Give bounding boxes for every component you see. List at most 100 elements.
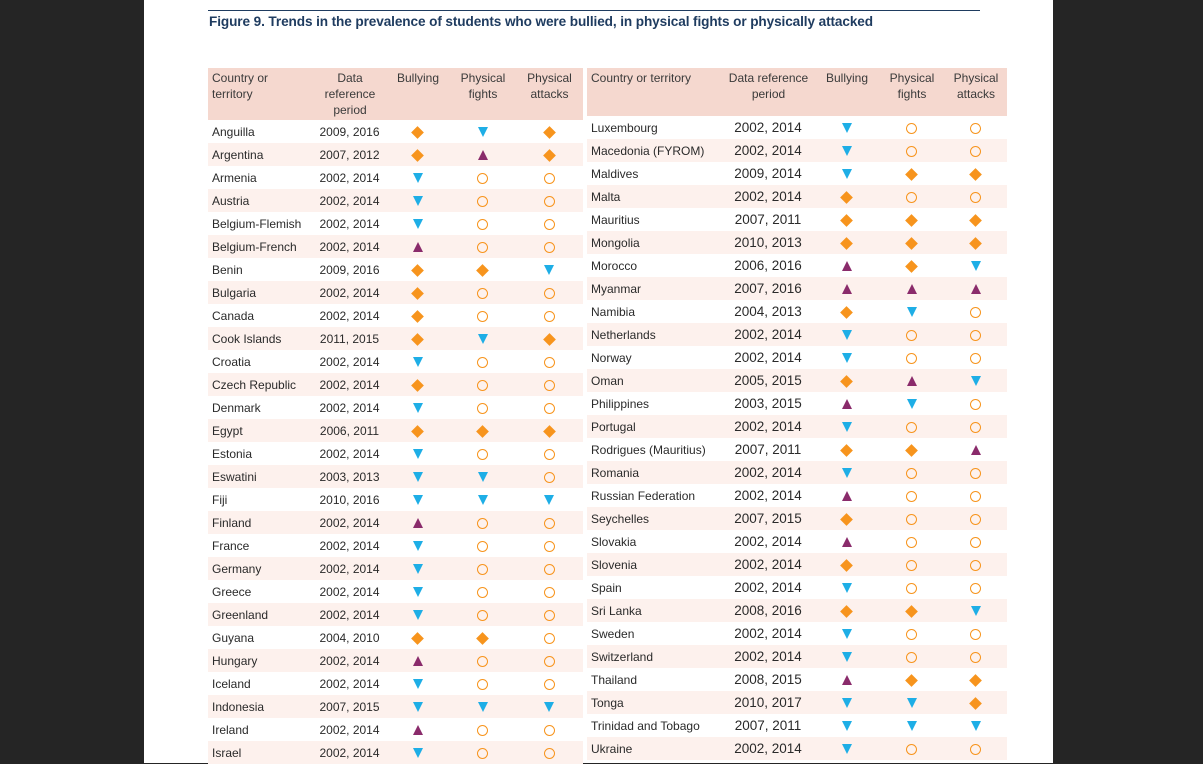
bullying-cell [814,162,879,185]
attacks-cell [515,672,583,695]
fights-cell [879,300,944,323]
table-row: Spain 2002, 2014 [587,576,1007,599]
table-row: Macedonia (FYROM) 2002, 2014 [587,139,1007,162]
orange-open-circle-icon [477,402,488,414]
table-row: Switzerland 2002, 2014 [587,645,1007,668]
header-fights: Physical fights [879,68,944,116]
fights-cell [879,461,944,484]
period-cell: 2007, 2011 [734,212,802,227]
fights-cell [879,438,944,461]
bullying-cell [385,626,450,649]
orange-open-circle-icon [970,743,981,755]
country-cell: Morocco [591,258,638,273]
blue-down-triangle-icon [412,495,423,506]
fights-cell [450,212,515,235]
fights-cell [450,718,515,741]
orange-diamond-icon [542,148,556,162]
bullying-cell [814,645,879,668]
table-row: Estonia 2002, 2014 [208,442,583,465]
table-row: Egypt 2006, 2011 [208,419,583,442]
table-row: Greece 2002, 2014 [208,580,583,603]
attacks-cell [944,323,1007,346]
bullying-cell [814,576,879,599]
period-cell: 2002, 2014 [734,350,802,365]
period-cell: 2004, 2013 [734,304,802,319]
orange-open-circle-icon [543,195,555,207]
attacks-cell [515,557,583,580]
attacks-cell [515,649,583,672]
orange-diamond-icon [905,673,918,687]
table-row: Canada 2002, 2014 [208,304,583,327]
bullying-cell [385,442,450,465]
country-cell: Rodrigues (Mauritius) [591,442,706,457]
attacks-cell [944,231,1007,254]
bullying-cell [814,507,879,530]
bullying-cell [385,350,450,373]
fights-cell [450,442,515,465]
orange-open-circle-icon [543,287,555,299]
table-row: Bulgaria 2002, 2014 [208,281,583,304]
fights-cell [879,415,944,438]
figure-title: Figure 9. Trends in the prevalence of st… [209,14,873,29]
orange-diamond-icon [840,213,853,227]
period-cell: 2002, 2014 [722,185,814,208]
bullying-cell [385,741,450,764]
fights-cell [879,737,944,760]
period-cell: 2002, 2014 [722,139,814,162]
trends-table-left: Country or territory Data reference peri… [208,68,583,764]
attacks-cell [944,162,1007,185]
header-attacks: Physical attacks [515,68,583,120]
attacks-cell [944,277,1007,300]
attacks-cell [515,741,583,764]
blue-down-triangle-icon [412,679,423,690]
header-attacks: Physical attacks [944,68,1007,116]
orange-diamond-icon [476,631,489,645]
attacks-cell [944,300,1007,323]
fights-cell [450,419,515,442]
bullying-cell [814,484,879,507]
period-cell: 2007, 2015 [722,507,814,530]
period-cell: 2010, 2016 [319,492,380,507]
orange-open-circle-icon [906,582,917,594]
orange-open-circle-icon [543,632,555,644]
bullying-cell [385,212,450,235]
orange-open-circle-icon [906,467,917,479]
period-cell: 2007, 2015 [314,695,385,718]
bullying-cell [814,323,879,346]
purple-up-triangle-icon [970,284,981,295]
attacks-cell [515,580,583,603]
period-cell: 2002, 2014 [319,584,380,599]
orange-open-circle-icon [477,586,488,598]
country-cell: Indonesia [208,695,314,718]
country-cell: Russian Federation [591,488,696,503]
bullying-cell [385,603,450,626]
attacks-cell [515,534,583,557]
bullying-cell [385,189,450,212]
country-cell: Argentina [208,143,314,166]
attacks-cell [944,139,1007,162]
country-cell: Oman [587,369,722,392]
blue-down-triangle-icon [412,173,423,184]
attacks-cell [515,695,583,718]
table-row: Cook Islands 2011, 2015 [208,327,583,350]
orange-open-circle-icon [477,540,488,552]
orange-open-circle-icon [906,513,917,525]
period-cell: 2002, 2014 [314,235,385,258]
blue-down-triangle-icon [841,330,852,341]
period-cell: 2002, 2014 [734,488,802,503]
blue-down-triangle-icon [477,495,488,506]
orange-diamond-icon [476,424,489,438]
attacks-cell [515,212,583,235]
orange-open-circle-icon [477,747,488,759]
table-row: France 2002, 2014 [208,534,583,557]
period-cell: 2002, 2014 [734,120,802,135]
table-row: Norway 2002, 2014 [587,346,1007,369]
blue-down-triangle-icon [841,583,852,594]
orange-diamond-icon [411,263,424,277]
orange-open-circle-icon [477,356,488,368]
fights-cell [450,534,515,557]
country-cell: Philippines [591,396,650,411]
orange-open-circle-icon [970,513,981,525]
period-cell: 2002, 2014 [314,189,385,212]
period-cell: 2009, 2014 [734,166,802,181]
